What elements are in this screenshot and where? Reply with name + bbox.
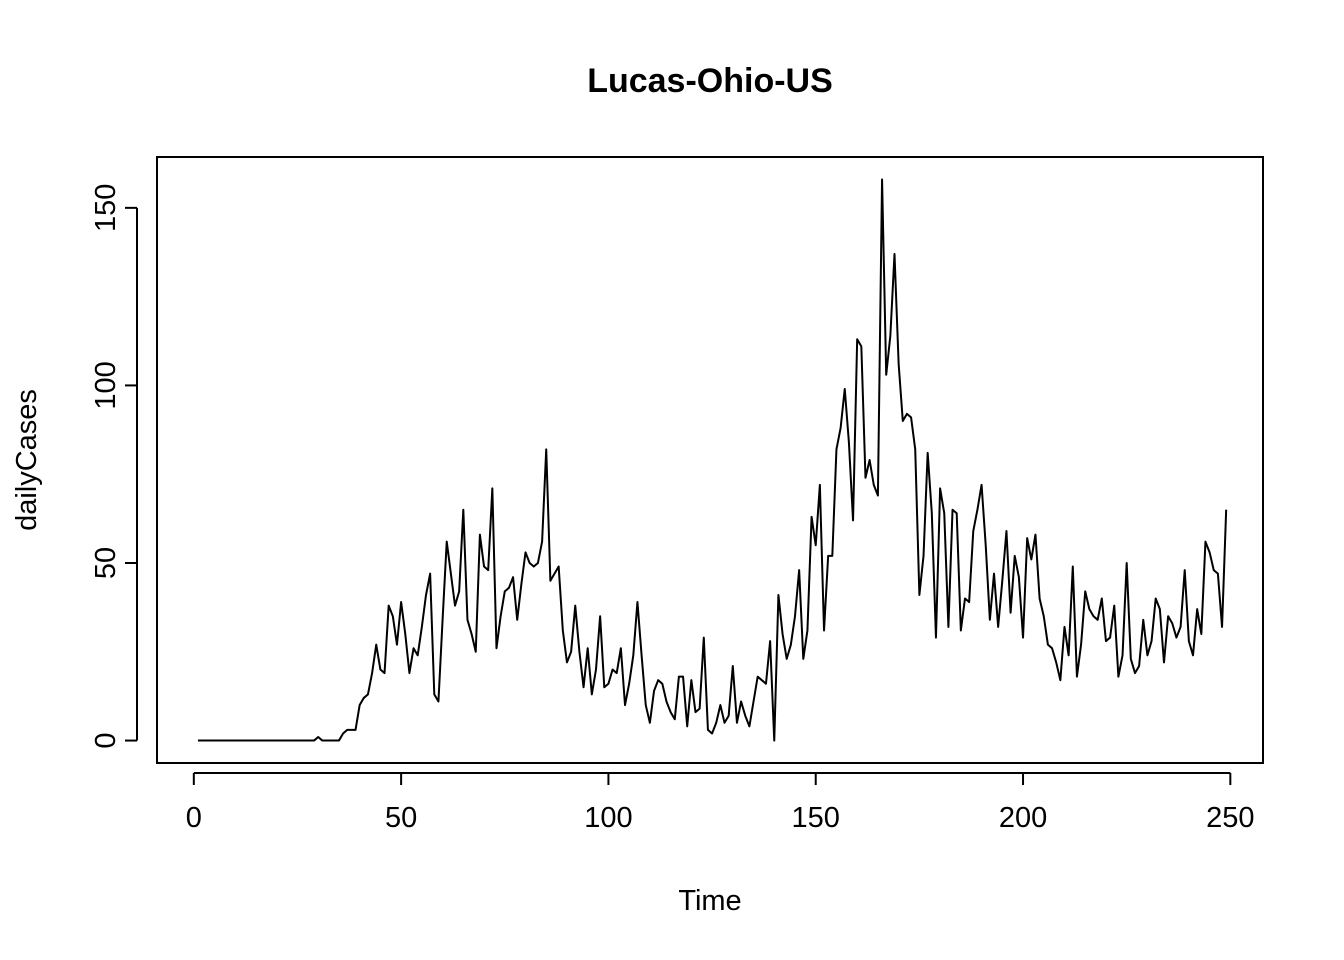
x-tick-label: 150 [792,802,840,834]
y-axis-label: dailyCases [11,389,43,531]
x-axis: 0 50 100 150 200 250 [186,772,1255,834]
y-axis: 0 50 100 150 [90,184,138,749]
series-line [197,178,1228,742]
y-tick-label: 50 [90,547,122,579]
x-axis-label: Time [678,885,741,917]
y-tick-label: 150 [90,184,122,232]
x-tick-label: 250 [1206,802,1254,834]
x-tick-label: 50 [385,802,417,834]
y-tick-label: 0 [90,732,122,748]
series-group [197,178,1228,742]
x-tick-label: 200 [999,802,1047,834]
plot-frame [156,156,1264,764]
y-tick-label: 100 [90,361,122,409]
x-tick-label: 100 [584,802,632,834]
chart-title: Lucas-Ohio-US [587,62,833,100]
x-tick-label: 0 [186,802,202,834]
